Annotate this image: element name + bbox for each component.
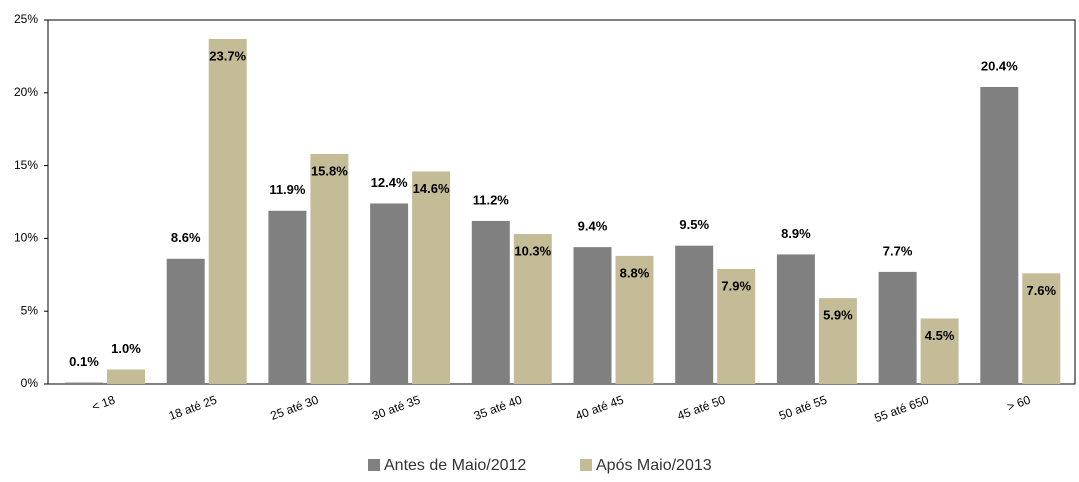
bar bbox=[471, 220, 510, 384]
value-label: 9.4% bbox=[578, 219, 608, 234]
value-label: 7.6% bbox=[1026, 283, 1056, 298]
value-label: 14.6% bbox=[413, 181, 450, 196]
y-tick-label: 10% bbox=[14, 231, 38, 245]
bar bbox=[310, 153, 349, 384]
bar bbox=[920, 318, 959, 384]
y-tick-label: 5% bbox=[21, 303, 39, 317]
x-tick-label: 45 até 50 bbox=[675, 393, 727, 423]
value-label: 11.2% bbox=[473, 192, 510, 207]
x-tick-label: 40 até 45 bbox=[574, 393, 626, 423]
value-label: 20.4% bbox=[981, 58, 1018, 73]
value-label: 15.8% bbox=[311, 163, 348, 178]
bar bbox=[818, 298, 857, 384]
x-tick-label: > 60 bbox=[1005, 393, 1032, 414]
y-tick-label: 15% bbox=[14, 158, 38, 172]
x-tick-label: 50 até 55 bbox=[777, 393, 829, 423]
x-tick-label: 35 até 40 bbox=[472, 393, 524, 423]
value-label: 11.9% bbox=[269, 182, 306, 197]
legend-swatch bbox=[580, 459, 592, 471]
value-label: 5.9% bbox=[823, 308, 853, 323]
bar bbox=[1022, 273, 1061, 384]
value-label: 4.5% bbox=[925, 328, 955, 343]
bar bbox=[268, 210, 307, 384]
value-label: 12.4% bbox=[371, 175, 408, 190]
legend-swatch bbox=[368, 459, 380, 471]
bar bbox=[878, 271, 917, 384]
bar bbox=[412, 171, 451, 384]
bar bbox=[208, 38, 247, 384]
bar bbox=[166, 258, 205, 384]
x-tick-label: 55 até 650 bbox=[872, 393, 930, 426]
legend-label: Após Maio/2013 bbox=[596, 457, 712, 474]
bar bbox=[615, 255, 654, 384]
x-tick-label: 25 até 30 bbox=[269, 393, 321, 423]
value-label: 10.3% bbox=[514, 243, 551, 258]
value-label: 7.9% bbox=[721, 278, 751, 293]
bar bbox=[573, 247, 612, 384]
bar bbox=[980, 86, 1019, 384]
bar bbox=[717, 268, 756, 384]
bar bbox=[65, 382, 103, 384]
plot-frame bbox=[47, 19, 1076, 385]
y-tick-label: 20% bbox=[14, 85, 38, 99]
x-tick-label: < 18 bbox=[90, 393, 117, 414]
value-label: 7.7% bbox=[883, 243, 913, 258]
legend-label: Antes de Maio/2012 bbox=[384, 457, 526, 474]
value-label: 0.1% bbox=[69, 354, 99, 369]
y-tick-label: 25% bbox=[14, 12, 38, 26]
bar bbox=[370, 203, 409, 384]
bar bbox=[776, 254, 815, 384]
bar bbox=[675, 245, 714, 384]
y-tick-label: 0% bbox=[21, 376, 39, 390]
value-label: 8.8% bbox=[620, 265, 650, 280]
bar bbox=[513, 234, 552, 384]
value-label: 9.5% bbox=[679, 217, 709, 232]
value-label: 8.9% bbox=[781, 226, 811, 241]
value-label: 8.6% bbox=[171, 230, 201, 245]
bar bbox=[107, 369, 145, 384]
x-tick-label: 30 até 35 bbox=[370, 393, 422, 423]
value-label: 23.7% bbox=[209, 48, 246, 63]
value-label: 1.0% bbox=[111, 341, 141, 356]
x-tick-label: 18 até 25 bbox=[167, 393, 219, 423]
